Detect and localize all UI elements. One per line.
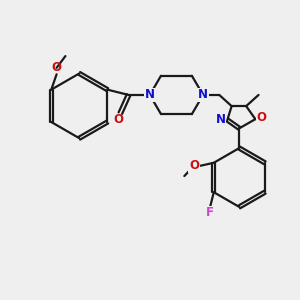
Text: O: O [257,111,267,124]
Text: N: N [145,88,155,101]
Text: F: F [206,206,214,219]
Text: O: O [52,61,61,74]
Text: O: O [114,113,124,126]
Text: N: N [198,88,208,101]
Text: O: O [189,159,199,172]
Text: N: N [216,113,226,126]
